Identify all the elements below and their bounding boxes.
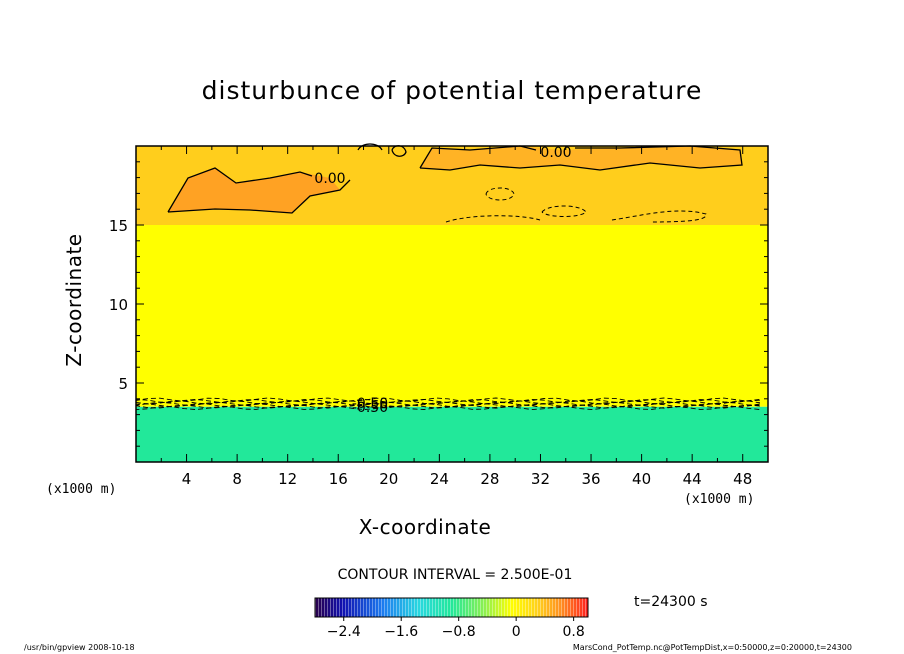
y-axis-label: Z-coordinate — [62, 233, 86, 367]
x-tick-label: 16 — [329, 470, 348, 488]
colorbar-frame — [314, 597, 589, 618]
x-tick-label: 36 — [581, 470, 600, 488]
x-tick-label: 28 — [480, 470, 499, 488]
chart-title: disturbunce of potential temperature — [201, 76, 703, 105]
x-tick-label: 20 — [379, 470, 398, 488]
time-label: t=24300 s — [634, 594, 708, 610]
x-tick-label: 24 — [430, 470, 449, 488]
colorbar-tick-label: 0 — [512, 624, 521, 640]
x-tick-label: 32 — [531, 470, 550, 488]
contour-zero — [167, 167, 351, 214]
dense-contour — [135, 404, 761, 409]
heatmap-band-0 — [136, 406, 768, 462]
warm-patch — [168, 168, 340, 213]
contour-negative — [541, 205, 587, 217]
colorbar-tick-label: 0.8 — [562, 624, 584, 640]
footer-left: /usr/bin/gpview 2008-10-18 — [24, 643, 135, 652]
y-tick-label: 15 — [109, 217, 128, 235]
contour-overlay: 0.00 0.00 -0.50-0.50 — [135, 143, 761, 416]
dense-contour — [135, 405, 761, 411]
x-tick-label: 4 — [182, 470, 192, 488]
y-tick-label: 10 — [109, 296, 128, 314]
contour-negative — [611, 210, 707, 223]
x-tick-label: 48 — [733, 470, 752, 488]
dense-contour — [135, 397, 761, 402]
footer-right: MarsCond_PotTemp.nc@PotTempDist,x=0:5000… — [572, 643, 852, 652]
contour-label: -0.50 — [352, 396, 388, 412]
heatmap-band-1 — [136, 225, 768, 407]
colorbar-tick-label: −0.8 — [442, 624, 476, 640]
y-tick-label: 5 — [118, 375, 128, 393]
colorbar-tick-label: −2.4 — [327, 624, 361, 640]
x-tick-label: 44 — [683, 470, 702, 488]
contour-interval: CONTOUR INTERVAL = 2.500E-01 — [337, 567, 573, 583]
x-axis-label: X-coordinate — [358, 515, 492, 539]
dense-contour — [135, 398, 761, 404]
contour-negative — [485, 187, 515, 201]
colorbar-tick-label: −1.6 — [384, 624, 418, 640]
contour-label: -0.50 — [352, 400, 388, 416]
colorbar-stripes — [315, 598, 588, 617]
x-axis-unit: (x1000 m) — [684, 492, 755, 507]
dense-contour — [135, 403, 761, 408]
contour-label: 0.00 — [314, 171, 345, 187]
contour-label: 0.00 — [540, 145, 571, 161]
y-axis-unit: (x1000 m) — [46, 482, 117, 497]
x-tick-label: 8 — [232, 470, 242, 488]
contour-negative — [445, 215, 541, 223]
x-tick-label: 40 — [632, 470, 651, 488]
x-tick-label: 12 — [278, 470, 297, 488]
